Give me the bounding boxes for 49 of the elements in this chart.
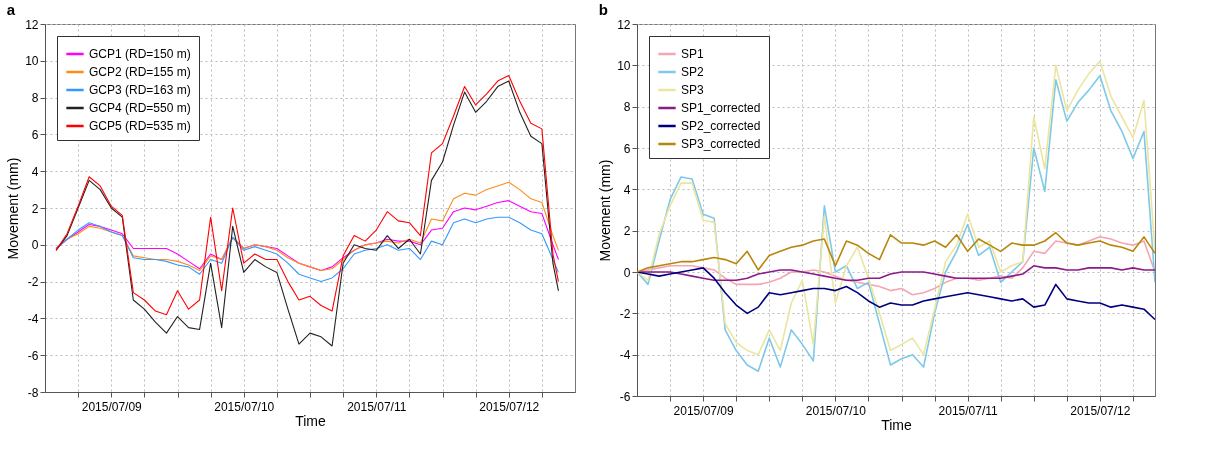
legend-label: GCP3 (RD=163 m)	[89, 83, 191, 97]
y-tick-label: 10	[617, 58, 631, 73]
legend-label: SP1	[681, 47, 705, 61]
legend-label: GCP2 (RD=155 m)	[89, 65, 191, 79]
y-tick-label: -2	[27, 275, 39, 290]
y-tick-label: 2	[623, 224, 631, 239]
x-axis-title: Time	[881, 416, 913, 433]
x-tick-label: 2015/07/11	[347, 399, 407, 414]
legend-label: SP2_corrected	[681, 119, 761, 133]
x-tick-label: 2015/07/09	[81, 399, 143, 414]
legend-label: GCP1 (RD=150 m)	[89, 47, 191, 61]
x-tick-label: 2015/07/12	[479, 399, 540, 414]
legend-label: SP3_corrected	[681, 137, 761, 151]
y-tick-label: 4	[31, 164, 39, 179]
y-axis-title: Movement (mm)	[5, 157, 22, 260]
y-axis-title: Movement (mm)	[597, 159, 614, 262]
x-tick-label: 2015/07/11	[938, 403, 999, 418]
x-tick-label: 2015/07/09	[673, 403, 734, 418]
y-tick-label: -6	[27, 348, 39, 363]
y-tick-label: -6	[619, 389, 631, 404]
y-tick-label: 0	[31, 238, 39, 253]
line-series	[55, 216, 559, 283]
line-series	[637, 231, 1155, 273]
y-tick-label: 0	[623, 265, 631, 280]
y-tick-label: 2	[31, 201, 39, 216]
y-tick-label: -4	[27, 311, 39, 326]
legend-label: SP3	[681, 83, 705, 97]
y-tick-label: -2	[619, 306, 631, 321]
y-tick-label: 12	[25, 17, 39, 32]
y-tick-label: 12	[617, 17, 631, 32]
legend-label: SP1_corrected	[681, 101, 761, 115]
y-tick-label: 10	[25, 54, 39, 69]
y-tick-label: 4	[623, 182, 631, 197]
y-tick-label: -4	[619, 348, 631, 363]
x-axis-title: Time	[295, 412, 327, 429]
x-tick-label: 2015/07/10	[214, 399, 275, 414]
legend-label: GCP4 (RD=550 m)	[89, 101, 191, 115]
legend-label: GCP5 (RD=535 m)	[89, 119, 191, 133]
x-tick-label: 2015/07/10	[805, 403, 867, 418]
legend-label: SP2	[681, 65, 705, 79]
y-tick-label: -8	[27, 385, 39, 400]
chart-title: b	[598, 1, 608, 18]
y-tick-label: 8	[31, 91, 39, 106]
y-tick-label: 6	[31, 127, 39, 142]
y-tick-label: 8	[623, 100, 631, 115]
chart-title: a	[6, 1, 16, 18]
line-series	[637, 267, 1155, 321]
x-tick-label: 2015/07/12	[1070, 403, 1131, 418]
y-tick-label: 6	[623, 141, 631, 156]
